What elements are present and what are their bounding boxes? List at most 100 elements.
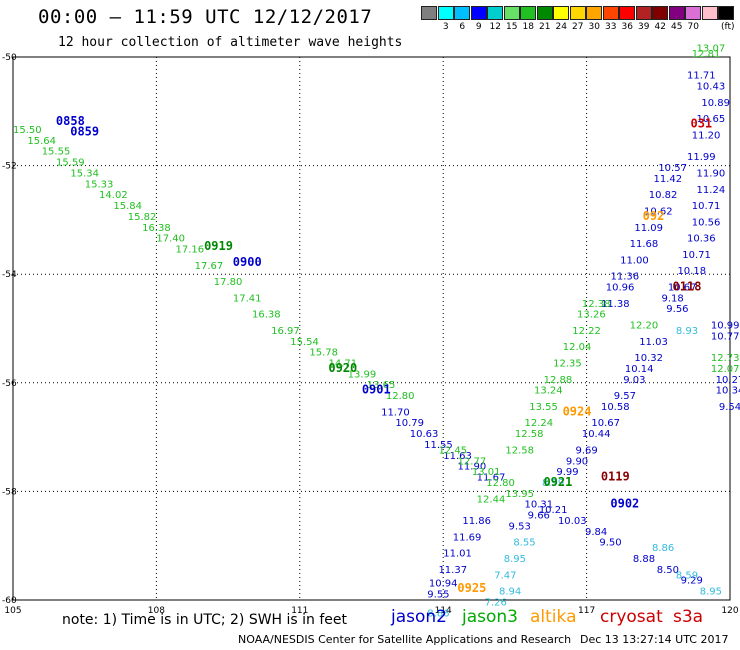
wave-height-point: 10.21 [539, 505, 568, 516]
legend-swatch [619, 6, 635, 20]
wave-height-point: 9.99 [556, 467, 578, 478]
wave-height-point: 11.67 [477, 473, 506, 484]
wave-height-point: 10.43 [697, 82, 726, 93]
legend-swatch [470, 6, 487, 20]
wave-height-point: 8.55 [513, 538, 535, 549]
wave-height-point: 12.80 [486, 478, 515, 489]
plot-frame [12, 56, 731, 601]
pass-time-label: 0858 [56, 114, 85, 128]
wave-height-point: 15.34 [70, 168, 99, 179]
pass-time-label: 0118 [673, 279, 702, 293]
pass-time-label: 0921 [543, 475, 572, 489]
wave-height-point: 15.84 [113, 201, 142, 212]
wave-height-point: 9.55 [427, 589, 449, 600]
legend-label: 33 [605, 22, 617, 32]
y-tick-label: -58 [2, 487, 17, 497]
wave-height-point: 13.55 [529, 402, 558, 413]
legend-label: 39 [638, 22, 650, 32]
wave-height-point: 11.90 [697, 168, 726, 179]
chart-subtitle: 12 hour collection of altimeter wave hei… [58, 35, 403, 50]
wave-height-point: 10.67 [668, 282, 697, 293]
wave-height-point: 17.67 [195, 261, 224, 272]
pass-time-label: 0902 [610, 497, 639, 511]
wave-height-point: 8.95 [504, 554, 526, 565]
wave-height-point: 13.95 [505, 489, 534, 500]
legend-label: 15 [506, 22, 518, 32]
footer-note: note: 1) Time is in UTC; 2) SWH is in fe… [62, 612, 348, 628]
wave-height-point: 10.65 [697, 114, 726, 125]
legend-swatch [553, 6, 569, 20]
mission-label-jason3: jason3 [462, 607, 518, 627]
color-scale-labels: 3 6 9 12 15 18 21 24 27 30 33 36 39 42 45 70 [421, 22, 702, 32]
wave-height-point: 10.34 [716, 386, 740, 397]
wave-height-point: 12.88 [544, 375, 573, 386]
wave-height-point: 13.65 [367, 380, 396, 391]
pass-time-label: 0901 [362, 383, 391, 397]
wave-height-point: 10.14 [625, 364, 654, 375]
pass-time-label: 0925 [457, 581, 486, 595]
wave-height-point: 10.77 [711, 331, 740, 342]
legend-swatch [503, 6, 520, 20]
wave-height-point: 11.68 [630, 239, 659, 250]
wave-height-point: 9.18 [662, 293, 684, 304]
wave-height-point: 11.00 [620, 255, 649, 266]
wave-height-point: 8.88 [633, 554, 655, 565]
legend-label: 27 [572, 22, 584, 32]
pass-time-label: 092 [643, 209, 665, 223]
wave-height-point: 16.38 [252, 310, 281, 321]
wave-height-point: 11.71 [687, 71, 716, 82]
wave-height-point: 10.32 [634, 353, 663, 364]
wave-height-point: 17.41 [233, 293, 262, 304]
wave-height-point: 12.77 [458, 456, 487, 467]
legend-swatch [685, 6, 701, 20]
wave-height-point: 9.90 [566, 456, 588, 467]
wave-height-point: 15.64 [27, 136, 56, 147]
wave-height-point: 11.42 [654, 174, 683, 185]
wave-height-point: 12.73 [711, 353, 740, 364]
legend-swatch [602, 6, 619, 20]
y-tick-label: -60 [2, 596, 17, 606]
wave-height-point: 15.82 [128, 212, 157, 223]
wave-height-point: 12.24 [524, 418, 553, 429]
wave-height-point: 8.94 [499, 587, 521, 598]
x-tick-label: 120 [721, 606, 738, 616]
legend-label: 21 [539, 22, 551, 32]
wave-height-point: 11.24 [697, 185, 726, 196]
wave-height-point: 10.62 [644, 206, 673, 217]
legend-label: 70 [687, 22, 699, 32]
wave-height-point: 10.71 [692, 201, 721, 212]
y-tick-label: -52 [2, 162, 17, 172]
legend-label: 18 [522, 22, 534, 32]
wave-height-point: 12.81 [692, 49, 721, 60]
wave-height-point: 8.59 [676, 570, 698, 581]
legend-swatch [668, 6, 685, 20]
wave-height-point: 12.07 [711, 364, 740, 375]
wave-height-point: 14.71 [328, 359, 357, 370]
wave-height-point: 12.44 [477, 494, 506, 505]
legend-swatch [454, 6, 470, 20]
wave-height-point: 9.54 [719, 402, 740, 413]
wave-height-point: 8.50 [657, 565, 679, 576]
wave-height-point: 15.54 [290, 337, 319, 348]
legend-swatch [718, 6, 734, 20]
mission-label-cryosat: cryosat [600, 607, 663, 627]
wave-height-point: 12.45 [438, 445, 467, 456]
wave-height-point: 11.03 [639, 337, 668, 348]
wave-height-point: 13.07 [697, 44, 726, 55]
legend-swatch [569, 6, 586, 20]
wave-height-point: 9.69 [575, 445, 597, 456]
wave-height-point: 11.36 [611, 272, 640, 283]
pass-time-label: 0119 [601, 470, 630, 484]
pass-time-label: 031 [690, 117, 712, 131]
wave-height-point: 16.38 [142, 223, 171, 234]
wave-height-point: 12.38 [582, 299, 611, 310]
x-tick-label: 108 [148, 606, 165, 616]
x-tick-label: 114 [435, 606, 452, 616]
wave-height-point: 11.70 [381, 407, 410, 418]
wave-height-point: 7.26 [485, 597, 507, 608]
pass-time-label: 0859 [70, 125, 99, 139]
wave-height-point: 10.57 [658, 163, 687, 174]
wave-height-point: 12.22 [572, 326, 601, 337]
wave-height-point: 11.90 [458, 462, 487, 473]
wave-height-point: 11.20 [692, 130, 721, 141]
